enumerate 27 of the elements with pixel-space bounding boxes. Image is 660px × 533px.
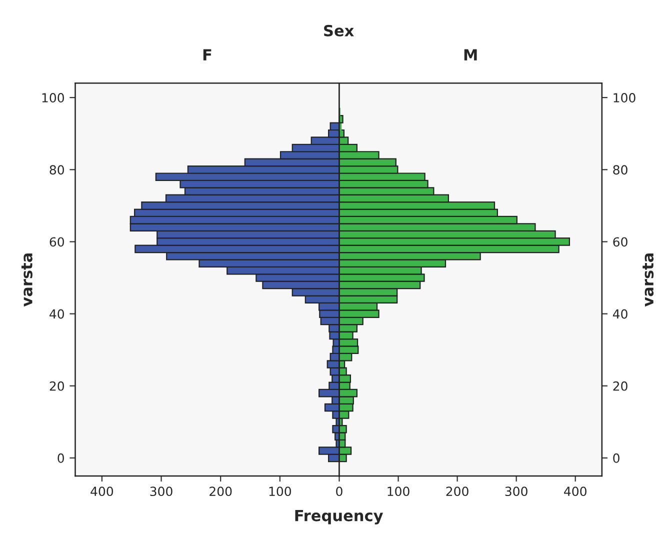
y-tick-label: 100 xyxy=(614,93,636,102)
y-tick-label: 100 xyxy=(42,93,64,102)
x-tick-label: 100 xyxy=(388,486,410,496)
y-tick-label: 0 xyxy=(58,453,64,463)
y-axis-title: varsta xyxy=(22,254,32,307)
chart-subtitle: M xyxy=(464,49,477,60)
x-tick-label: 200 xyxy=(446,486,468,496)
y-tick-label: 60 xyxy=(50,237,64,247)
x-tick-label: 300 xyxy=(505,486,528,496)
y-tick-label: 40 xyxy=(50,309,64,319)
y-tick-label: 60 xyxy=(613,237,628,247)
y-axis-title: varsta xyxy=(642,254,654,307)
x-tick-label: 300 xyxy=(150,486,172,496)
chart-subtitle: F xyxy=(203,49,212,60)
x-tick-label: 100 xyxy=(269,486,292,496)
y-tick-label: 0 xyxy=(613,453,620,463)
chart-title: Sex xyxy=(324,24,354,36)
x-tick-label: 0 xyxy=(336,486,342,496)
x-tick-label: 200 xyxy=(210,486,232,496)
x-tick-label: 400 xyxy=(564,486,586,496)
y-tick-label: 80 xyxy=(50,165,64,175)
y-tick-label: 80 xyxy=(613,165,628,175)
x-axis-title: Frequency xyxy=(295,510,384,524)
y-tick-label: 40 xyxy=(612,309,628,319)
y-tick-label: 20 xyxy=(613,381,628,391)
x-tick-label: 400 xyxy=(90,486,114,496)
y-tick-label: 20 xyxy=(50,381,64,391)
